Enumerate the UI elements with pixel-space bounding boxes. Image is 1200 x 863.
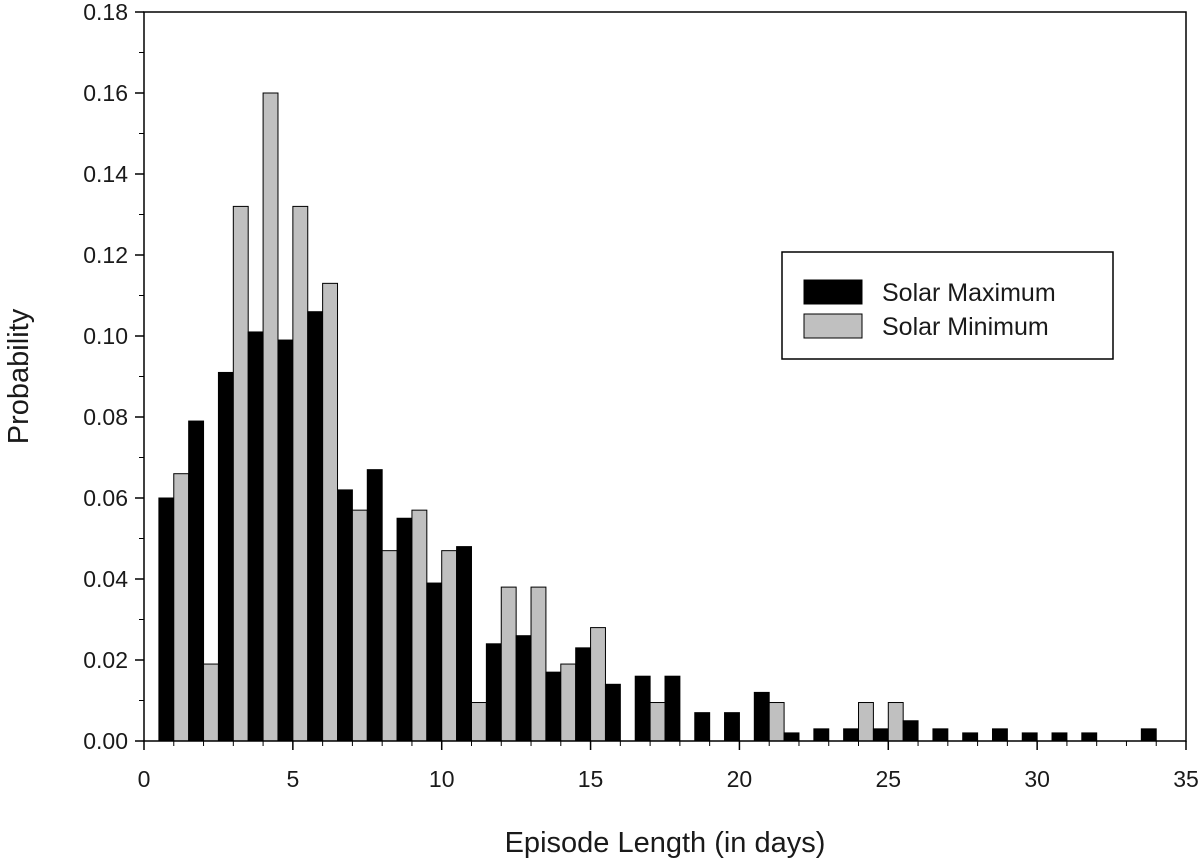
bar-solar-maximum-1 (158, 497, 175, 742)
bar-solar-maximum-21 (753, 691, 770, 742)
bar-solar-minimum-10 (441, 550, 458, 742)
y-tick-label: 0.16 (83, 80, 128, 106)
x-tick-label: 20 (727, 766, 753, 792)
bar-solar-maximum-16 (604, 683, 621, 742)
bar-solar-maximum-32 (1081, 732, 1098, 742)
bar-solar-maximum-25 (872, 728, 889, 742)
bar-solar-minimum-13 (530, 586, 547, 742)
bar-solar-maximum-19 (694, 712, 711, 742)
bar-solar-maximum-12 (485, 643, 502, 742)
bar-solar-maximum-9 (396, 517, 413, 742)
legend-label-solar-maximum: Solar Maximum (882, 279, 1056, 307)
bar-solar-minimum-1 (173, 473, 190, 742)
bar-solar-maximum-31 (1051, 732, 1068, 742)
bar-solar-maximum-15 (575, 647, 592, 742)
bars-layer (158, 92, 1157, 742)
bar-solar-maximum-34 (1140, 728, 1157, 742)
x-tick-label: 30 (1024, 766, 1050, 792)
legend-box (781, 251, 1114, 360)
bar-solar-maximum-24 (843, 728, 860, 742)
bar-solar-minimum-14 (560, 663, 577, 742)
bar-solar-maximum-6 (307, 311, 324, 742)
y-tick-label: 0.18 (83, 0, 128, 25)
bar-solar-minimum-5 (292, 205, 309, 742)
bar-solar-maximum-8 (366, 469, 383, 742)
bar-solar-maximum-26 (902, 720, 919, 742)
bar-solar-maximum-10 (426, 582, 443, 742)
bar-solar-minimum-17 (649, 702, 666, 742)
y-tick-label: 0.08 (83, 404, 128, 430)
bar-solar-minimum-4 (262, 92, 279, 742)
y-tick-label: 0.12 (83, 242, 128, 268)
bar-solar-maximum-11 (456, 546, 472, 742)
y-tick-label: 0.06 (83, 485, 128, 511)
legend: Solar Maximum Solar Minimum (781, 251, 1114, 360)
x-tick-label: 10 (429, 766, 455, 792)
bar-solar-minimum-21 (768, 702, 785, 742)
y-axis-title: Probability (3, 308, 35, 444)
x-tick-label: 0 (138, 766, 151, 792)
legend-swatch-solar-minimum (803, 313, 863, 339)
bar-solar-maximum-7 (337, 489, 353, 742)
bar-solar-maximum-23 (813, 728, 830, 742)
axes-layer: 0.00 0.02 0.04 0.06 0.08 0.10 0.12 0.14 0.16 0.18… (83, 0, 1199, 792)
bar-solar-minimum-11 (470, 702, 487, 742)
bar-solar-maximum-13 (515, 635, 532, 742)
x-tick-label: 15 (578, 766, 604, 792)
bar-solar-maximum-3 (217, 371, 234, 742)
bar-solar-maximum-29 (991, 728, 1008, 742)
bar-solar-maximum-22 (783, 732, 800, 742)
legend-swatch-solar-maximum (803, 279, 863, 305)
bar-solar-minimum-7 (351, 509, 368, 742)
bar-solar-maximum-30 (1021, 732, 1038, 742)
legend-label-solar-minimum: Solar Minimum (882, 313, 1049, 341)
bar-solar-maximum-5 (277, 339, 294, 742)
x-axis-title: Episode Length (in days) (505, 827, 826, 859)
bar-solar-minimum-25 (887, 702, 904, 742)
bar-solar-minimum-8 (381, 550, 398, 742)
bar-solar-minimum-6 (322, 282, 339, 742)
x-tick-label: 25 (875, 766, 901, 792)
bar-solar-maximum-27 (932, 728, 949, 742)
bar-solar-maximum-18 (664, 675, 681, 742)
bar-solar-minimum-24 (858, 702, 874, 742)
bar-solar-minimum-2 (203, 663, 219, 742)
bar-solar-minimum-12 (500, 586, 517, 742)
bar-solar-minimum-3 (232, 205, 249, 742)
y-tick-label: 0.14 (83, 161, 128, 187)
bar-solar-maximum-20 (724, 712, 740, 742)
bar-solar-minimum-15 (590, 627, 606, 742)
bar-solar-minimum-9 (411, 509, 428, 742)
bar-solar-maximum-28 (962, 732, 979, 742)
y-tick-label: 0.00 (83, 728, 128, 754)
bar-solar-maximum-4 (247, 331, 264, 742)
y-tick-label: 0.02 (83, 647, 128, 673)
bar-solar-maximum-14 (545, 671, 562, 742)
bar-solar-maximum-17 (634, 675, 651, 742)
x-tick-label: 35 (1173, 766, 1199, 792)
bar-solar-maximum-2 (188, 420, 205, 742)
x-tick-label: 5 (286, 766, 299, 792)
y-tick-label: 0.04 (83, 566, 128, 592)
y-tick-label: 0.10 (83, 323, 128, 349)
